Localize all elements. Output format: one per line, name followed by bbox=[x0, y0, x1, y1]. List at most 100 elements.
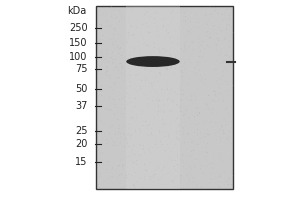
Point bbox=[125, 40, 130, 43]
Point bbox=[200, 77, 205, 81]
Point bbox=[100, 34, 105, 37]
Point bbox=[106, 185, 111, 188]
Point bbox=[109, 12, 114, 16]
Point bbox=[148, 179, 153, 182]
Point bbox=[113, 116, 118, 120]
Point bbox=[160, 14, 165, 17]
Point bbox=[134, 74, 138, 77]
Point bbox=[159, 177, 164, 180]
Point bbox=[209, 102, 214, 105]
Point bbox=[205, 31, 210, 34]
Point bbox=[170, 98, 175, 101]
Point bbox=[106, 108, 110, 111]
Point bbox=[230, 16, 235, 19]
Point bbox=[135, 113, 140, 116]
Point bbox=[221, 118, 226, 121]
Point bbox=[100, 67, 104, 71]
Point bbox=[172, 120, 177, 123]
Point bbox=[153, 169, 158, 172]
Point bbox=[150, 146, 155, 149]
Text: 75: 75 bbox=[75, 64, 88, 74]
Point bbox=[204, 172, 209, 175]
Point bbox=[198, 164, 203, 167]
Point bbox=[112, 46, 117, 49]
Point bbox=[113, 169, 118, 172]
Point bbox=[124, 157, 129, 160]
Point bbox=[206, 121, 211, 124]
Point bbox=[126, 22, 131, 25]
Point bbox=[124, 132, 129, 136]
Point bbox=[139, 31, 143, 35]
Point bbox=[128, 80, 133, 83]
Point bbox=[229, 105, 234, 108]
Point bbox=[145, 44, 149, 47]
Point bbox=[217, 147, 222, 150]
Point bbox=[111, 97, 116, 100]
Point bbox=[174, 10, 179, 13]
Point bbox=[186, 58, 191, 61]
Point bbox=[116, 124, 121, 127]
Point bbox=[180, 45, 184, 48]
Point bbox=[118, 168, 123, 172]
Point bbox=[148, 68, 153, 71]
Point bbox=[140, 110, 145, 113]
Point bbox=[212, 149, 217, 152]
Point bbox=[127, 154, 131, 158]
Point bbox=[200, 172, 205, 175]
Point bbox=[113, 17, 118, 20]
Point bbox=[124, 138, 129, 141]
Point bbox=[138, 88, 143, 92]
Point bbox=[214, 138, 219, 141]
Point bbox=[148, 152, 153, 155]
Point bbox=[220, 39, 225, 42]
Point bbox=[153, 75, 158, 79]
Point bbox=[206, 30, 210, 33]
Point bbox=[214, 83, 218, 86]
Point bbox=[141, 144, 146, 147]
Point bbox=[207, 133, 212, 136]
Point bbox=[146, 143, 150, 147]
Point bbox=[148, 15, 153, 18]
Point bbox=[106, 6, 111, 9]
Point bbox=[101, 15, 106, 18]
Point bbox=[154, 67, 159, 70]
Point bbox=[106, 64, 110, 67]
Point bbox=[100, 103, 104, 106]
Point bbox=[116, 73, 120, 76]
Point bbox=[144, 124, 148, 127]
Point bbox=[185, 22, 190, 26]
Point bbox=[204, 151, 209, 154]
Point bbox=[127, 132, 132, 135]
Point bbox=[142, 13, 147, 16]
Point bbox=[130, 151, 134, 154]
Point bbox=[115, 165, 120, 168]
Point bbox=[224, 5, 229, 9]
Point bbox=[131, 33, 136, 36]
Point bbox=[175, 11, 180, 15]
Point bbox=[187, 77, 192, 80]
Point bbox=[188, 57, 192, 60]
Point bbox=[134, 159, 139, 162]
Point bbox=[133, 37, 137, 40]
Point bbox=[115, 83, 120, 86]
Point bbox=[125, 142, 130, 145]
Point bbox=[127, 85, 132, 88]
Point bbox=[206, 178, 210, 182]
Point bbox=[226, 149, 231, 153]
Point bbox=[119, 151, 124, 155]
Point bbox=[191, 41, 196, 44]
Point bbox=[170, 109, 175, 112]
Point bbox=[147, 114, 152, 117]
Point bbox=[101, 13, 106, 16]
Point bbox=[181, 8, 186, 11]
Point bbox=[223, 18, 228, 21]
Point bbox=[141, 43, 146, 47]
Point bbox=[216, 129, 221, 133]
Point bbox=[102, 140, 106, 144]
Point bbox=[214, 95, 218, 98]
Point bbox=[183, 15, 188, 18]
Point bbox=[216, 39, 221, 42]
Point bbox=[140, 112, 145, 115]
Point bbox=[172, 185, 177, 188]
Point bbox=[116, 137, 120, 140]
